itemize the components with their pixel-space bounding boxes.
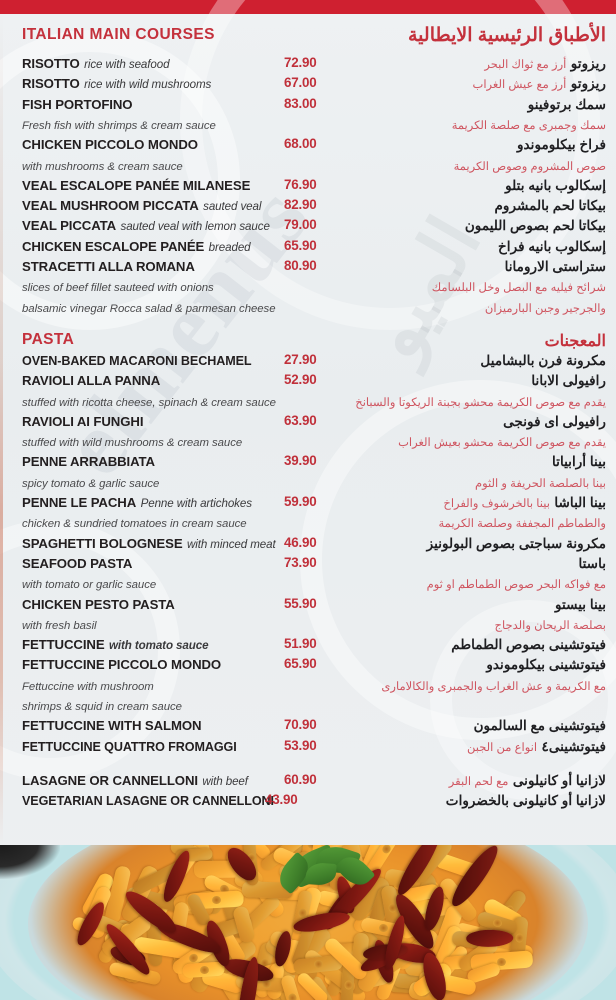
menu-item-row: FETTUCCINE WITH SALMON 70.90: [22, 717, 317, 734]
menu-item-row: VEAL ESCALOPE PANÉE MILANESE 76.90: [22, 176, 317, 193]
menu-item-description-arabic: بصلصة الريحان والدجاج: [494, 619, 606, 632]
top-red-bar: [0, 0, 616, 14]
menu-content: ITALIAN MAIN COURSES RISOTTO rice with se…: [0, 14, 616, 845]
menu-item-row: FISH PORTOFINO 83.00: [22, 95, 317, 112]
menu-item-row-arabic: ريزوتو أرز مع عيش الغراب: [472, 76, 606, 92]
menu-item-row-arabic: فيتوتشينى بيكلوموندو: [486, 657, 606, 673]
menu-item-description-arabic: مع الكريمة و عش الغراب والجمبرى والكالام…: [381, 680, 606, 693]
menu-item-description: with tomato or garlic sauce: [22, 579, 157, 592]
menu-item-description: Fettuccine with mushroom: [22, 680, 154, 693]
photo-corner-shadow: [0, 845, 60, 879]
menu-item-description: Fresh fish with shrimps & cream sauce: [22, 119, 216, 132]
menu-item-row: PENNE ARRABBIATA 39.90: [22, 453, 317, 470]
menu-item-row: SEAFOOD PASTA 73.90: [22, 554, 317, 571]
section-title-italian-main-courses: ITALIAN MAIN COURSES: [22, 26, 215, 43]
menu-item-row-arabic: بينا أرابياتا: [552, 454, 606, 470]
menu-item-row-arabic: فيتوتشينى بصوص الطماطم: [451, 637, 606, 653]
menu-item-row-arabic: ستراستى الارومانا: [504, 259, 606, 274]
menu-item-description: stuffed with ricotta cheese, spinach & c…: [22, 396, 276, 409]
menu-item-row-arabic: سمك برتوفينو: [527, 96, 606, 112]
menu-item-description: stuffed with wild mushrooms & cream sauc…: [22, 437, 243, 450]
menu-item-row: FETTUCCINE QUATTRO FROMAGGI 53.90: [22, 737, 317, 754]
menu-item-row: RISOTTO rice with seafood 72.90: [22, 55, 317, 71]
menu-item-description-arabic: مع فواكه البحر صوص الطماطم او ثوم: [426, 579, 606, 592]
menu-item-description: balsamic vinegar Rocca salad & parmesan …: [22, 302, 276, 315]
menu-item-description: with mushrooms & cream sauce: [22, 160, 183, 173]
section-title-pasta: PASTA: [22, 330, 75, 348]
menu-item-description-arabic: يقدم مع صوص الكريمة محشو بعيش الغراب: [398, 437, 606, 450]
menu-item-row-arabic: بيكاتا لحم بالمشروم: [494, 198, 606, 214]
section-title-arabic-italian-main-courses: الأطباق الرئيسية الايطالية: [408, 25, 606, 46]
menu-item-description-arabic: صوص المشروم وصوص الكريمة: [453, 160, 606, 173]
menu-item-description-arabic: والجرجير وجبن البارميزان: [484, 302, 606, 315]
left-edge-accent: [0, 14, 3, 845]
menu-item-row-arabic: فراخ بيكلوموندو: [516, 137, 606, 153]
menu-item-row-arabic: فيتوتشينى مع السالمون: [473, 718, 606, 734]
menu-item-description: chicken & sundried tomatoes in cream sau…: [22, 518, 247, 531]
menu-item-description-arabic: والطماطم المجففة وصلصة الكريمة: [438, 518, 606, 531]
menu-item-row-arabic: مكرونة سباجتى بصوص البولونيز: [426, 535, 606, 551]
menu-item-row: SPAGHETTI BOLOGNESE with minced meat 46.9…: [22, 534, 317, 551]
menu-item-row: VEGETARIAN LASAGNE OR CANNELLONI 43.90: [22, 792, 298, 809]
menu-item-row-arabic: بيكاتا لحم بصوص الليمون: [464, 218, 606, 234]
menu-item-row: CHICKEN ESCALOPE PANÉE breaded 65.90: [22, 237, 317, 254]
menu-item-row: FETTUCCINE PICCOLO MONDO 65.90: [22, 656, 317, 673]
menu-item-row-arabic: لازانيا أو كانيلونى بالخضروات: [445, 793, 606, 809]
menu-item-row: PENNE LE PACHA Penne with artichokes 59.9…: [22, 494, 317, 510]
menu-item-row-arabic: فيتوتشينى٤ انواع من الجبن: [467, 738, 606, 754]
menu-item-row: LASAGNE OR CANNELLONI with beef 60.90: [22, 771, 317, 788]
menu-item-row-arabic: ريزوتو أرز مع ثواك البحر: [484, 56, 606, 71]
menu-item-row: OVEN-BAKED MACARONI BECHAMEL 27.90: [22, 351, 317, 368]
menu-item-row: VEAL PICCATA sauted veal with lemon sauc…: [22, 217, 317, 234]
menu-item-description: spicy tomato & garlic sauce: [22, 477, 160, 490]
section-title-arabic-pasta: المعجنات: [544, 332, 606, 350]
menu-item-description-arabic: بينا بالصلصة الحريفة و الثوم: [475, 477, 606, 490]
menu-item-row: VEAL MUSHROOM PICCATA sauted veal 82.90: [22, 197, 317, 214]
menu-item-row: RISOTTO rice with wild mushrooms 67.00: [22, 75, 317, 92]
menu-item-row-arabic: إسكالوب بانيه فراخ: [498, 238, 606, 254]
menu-item-row: RAVIOLI AI FUNGHI 63.90: [22, 412, 317, 429]
menu-item-row-arabic: بينا بيستو: [554, 596, 606, 612]
menu-item-row-arabic: بينا الباشا بينا بالخرشوف والفراخ: [443, 495, 606, 510]
menu-item-description: slices of beef fillet sauteed with onion…: [22, 282, 214, 295]
menu-item-description: with fresh basil: [22, 619, 97, 632]
menu-item-description-arabic: يقدم مع صوص الكريمة محشو بجبنة الريكوتا …: [355, 396, 606, 409]
menu-item-description: shrimps & squid in cream sauce: [22, 701, 182, 713]
menu-item-row: STRACETTI ALLA ROMANA 80.90: [22, 258, 317, 274]
dish-photo: [0, 845, 616, 1000]
menu-item-row: CHICKEN PESTO PASTA 55.90: [22, 595, 317, 612]
menu-item-row-arabic: إسكالوب بانيه بتلو: [505, 177, 606, 193]
menu-item-row: RAVIOLI ALLA PANNA 52.90: [22, 372, 317, 389]
menu-item-row-arabic: رافيولى اى فونجى: [503, 413, 606, 429]
menu-item-row: FETTUCCINE with tomato sauce 51.90: [22, 636, 317, 653]
menu-item-row-arabic: باستا: [578, 555, 606, 571]
menu-item-description-arabic: سمك وجمبرى مع صلصة الكريمة: [451, 119, 606, 132]
menu-item-description-arabic: شرائح فيليه مع البصل وخل البلسامك: [431, 282, 606, 295]
menu-item-row-arabic: رافيولى الابانا: [531, 373, 606, 389]
menu-item-row-arabic: لازانيا أو كانيلونى مع لحم البقر: [448, 772, 606, 788]
menu-item-row: CHICKEN PICCOLO MONDO 68.00: [22, 136, 317, 153]
menu-item-row-arabic: مكرونة فرن بالبشاميل: [480, 352, 606, 368]
